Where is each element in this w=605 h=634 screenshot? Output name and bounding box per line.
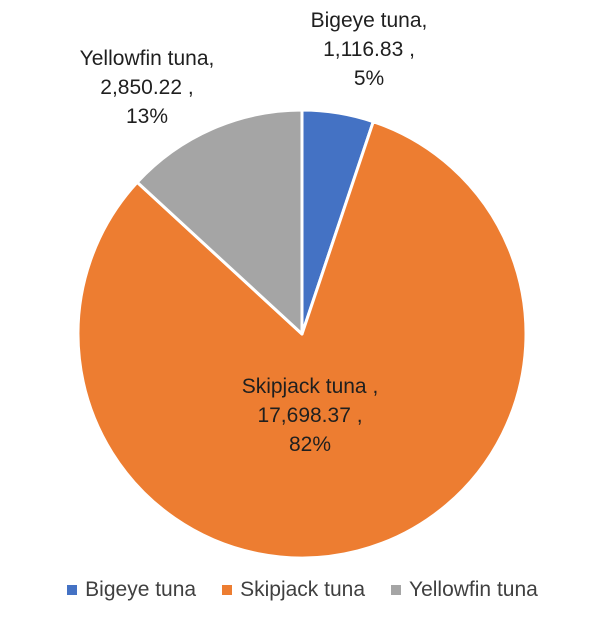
slice-yellowfin bbox=[135, 108, 304, 336]
data-label-bigeye-percent: 5% bbox=[353, 67, 385, 90]
legend: Bigeye tuna Skipjack tuna Yellowfin tuna bbox=[0, 578, 605, 602]
legend-swatch-skipjack bbox=[222, 585, 233, 595]
data-label-yellowfin-value: 2,850.22 , bbox=[100, 76, 194, 99]
pie-plot-area bbox=[76, 108, 528, 560]
data-label-bigeye-value: 1,116.83 , bbox=[323, 38, 415, 61]
data-label-yellowfin-name: Yellowfin tuna, bbox=[79, 47, 215, 70]
slice-skipjack bbox=[76, 120, 528, 560]
legend-label-bigeye: Bigeye tuna bbox=[85, 578, 197, 601]
legend-label-skipjack: Skipjack tuna bbox=[240, 578, 365, 601]
data-label-bigeye-name: Bigeye tuna, bbox=[310, 9, 428, 32]
data-label-skipjack-name: Skipjack tuna , bbox=[241, 375, 379, 398]
data-label-skipjack-value: 17,698.37 , bbox=[257, 404, 363, 427]
legend-label-yellowfin: Yellowfin tuna bbox=[409, 578, 538, 601]
legend-swatch-yellowfin bbox=[391, 585, 401, 595]
data-label-skipjack-percent: 82% bbox=[288, 433, 332, 456]
legend-item-bigeye: Bigeye tuna bbox=[67, 578, 196, 602]
data-label-skipjack: Skipjack tuna , 17,698.37 , 82% bbox=[220, 372, 400, 459]
legend-swatch-bigeye bbox=[67, 585, 78, 595]
data-label-yellowfin-percent: 13% bbox=[125, 105, 169, 128]
legend-item-skipjack: Skipjack tuna bbox=[222, 578, 365, 602]
legend-item-yellowfin: Yellowfin tuna bbox=[391, 578, 538, 602]
data-label-bigeye: Bigeye tuna, 1,116.83 , 5% bbox=[294, 6, 444, 93]
data-label-yellowfin: Yellowfin tuna, 2,850.22 , 13% bbox=[52, 44, 242, 131]
